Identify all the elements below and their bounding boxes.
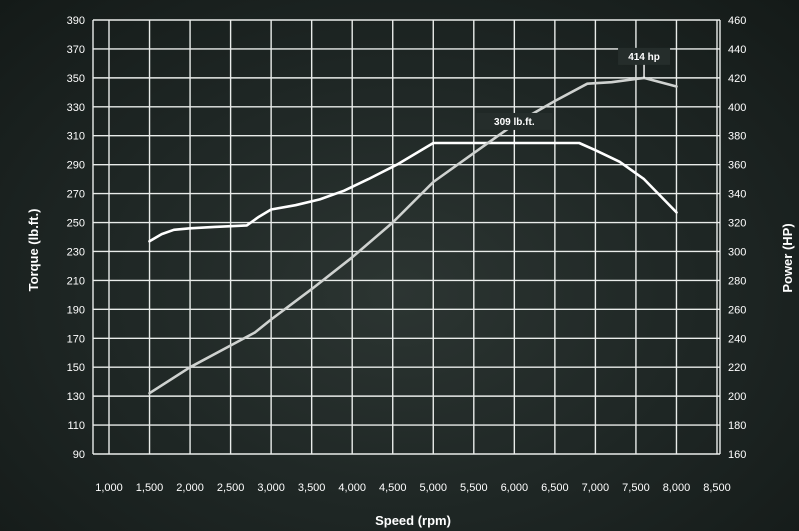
annotation-label: 414 hp bbox=[628, 52, 660, 63]
x-tick-label: 4,500 bbox=[379, 482, 407, 494]
y-right-tick-label: 340 bbox=[728, 189, 746, 201]
y-right-tick-label: 380 bbox=[728, 131, 746, 143]
x-tick-label: 4,000 bbox=[338, 482, 366, 494]
y-right-tick-label: 300 bbox=[728, 246, 746, 258]
y-right-tick-label: 240 bbox=[728, 333, 746, 345]
x-tick-label: 3,000 bbox=[257, 482, 285, 494]
x-tick-label: 2,500 bbox=[217, 482, 245, 494]
y-left-tick-label: 370 bbox=[67, 44, 85, 56]
y-right-tick-label: 320 bbox=[728, 218, 746, 230]
x-tick-label: 3,500 bbox=[298, 482, 326, 494]
y-right-tick-label: 400 bbox=[728, 102, 746, 114]
x-tick-label: 1,500 bbox=[136, 482, 164, 494]
y-right-tick-label: 180 bbox=[728, 420, 746, 432]
y-left-tick-label: 390 bbox=[67, 15, 85, 27]
annotation-box bbox=[476, 112, 553, 130]
y-left-tick-label: 230 bbox=[67, 246, 85, 258]
y-left-tick-label: 210 bbox=[67, 275, 85, 287]
y-left-tick-label: 170 bbox=[67, 333, 85, 345]
y-left-tick-label: 190 bbox=[67, 304, 85, 316]
y-left-tick-label: 290 bbox=[67, 160, 85, 172]
y-left-axis-title: Torque (lb.ft.) bbox=[26, 209, 41, 292]
x-tick-label: 2,000 bbox=[176, 482, 204, 494]
x-tick-label: 6,500 bbox=[541, 482, 569, 494]
x-tick-label: 1,000 bbox=[95, 482, 123, 494]
y-left-tick-label: 270 bbox=[67, 189, 85, 201]
y-right-tick-label: 460 bbox=[728, 15, 746, 27]
y-left-tick-label: 130 bbox=[67, 391, 85, 403]
annotation-box bbox=[618, 47, 671, 65]
y-left-tick-label: 330 bbox=[67, 102, 85, 114]
y-right-tick-label: 440 bbox=[728, 44, 746, 56]
y-left-tick-label: 250 bbox=[67, 218, 85, 230]
x-axis-title: Speed (rpm) bbox=[375, 513, 451, 528]
y-left-tick-label: 310 bbox=[67, 131, 85, 143]
y-left-tick-label: 150 bbox=[67, 362, 85, 374]
x-tick-label: 6,000 bbox=[501, 482, 529, 494]
annotation-label: 309 lb.ft. bbox=[494, 117, 535, 128]
torque-series-line bbox=[148, 141, 678, 243]
y-right-axis-title: Power (HP) bbox=[780, 223, 795, 292]
y-right-tick-label: 260 bbox=[728, 304, 746, 316]
y-left-tick-label: 110 bbox=[67, 420, 85, 432]
y-right-tick-label: 280 bbox=[728, 275, 746, 287]
y-right-tick-label: 220 bbox=[728, 362, 746, 374]
x-tick-label: 8,500 bbox=[703, 482, 731, 494]
y-right-tick-label: 420 bbox=[728, 73, 746, 85]
x-tick-label: 8,000 bbox=[663, 482, 691, 494]
y-left-tick-label: 350 bbox=[67, 73, 85, 85]
x-tick-label: 5,500 bbox=[460, 482, 488, 494]
y-left-tick-label: 90 bbox=[73, 449, 85, 461]
y-right-tick-label: 160 bbox=[728, 449, 746, 461]
y-right-tick-label: 200 bbox=[728, 391, 746, 403]
power-series-line bbox=[148, 76, 678, 395]
x-tick-label: 7,500 bbox=[622, 482, 650, 494]
x-tick-label: 7,000 bbox=[582, 482, 610, 494]
x-tick-label: 5,000 bbox=[420, 482, 448, 494]
y-right-tick-label: 360 bbox=[728, 160, 746, 172]
